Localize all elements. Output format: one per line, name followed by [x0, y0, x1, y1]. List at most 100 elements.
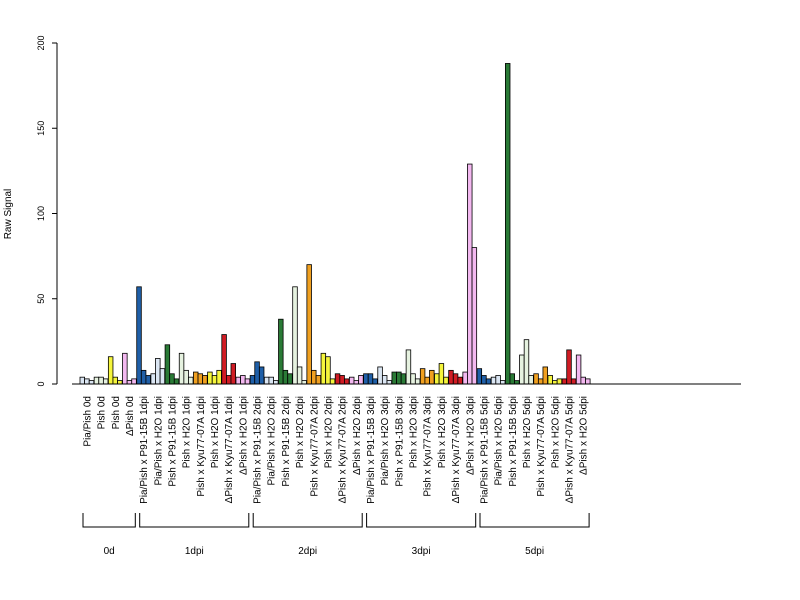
bar: [353, 380, 360, 385]
bar: [235, 376, 241, 385]
bar: [311, 369, 317, 385]
bar: [207, 371, 213, 385]
bar-group: [93, 376, 109, 385]
bar-group: [575, 354, 591, 385]
bar: [585, 378, 591, 385]
bar: [301, 380, 307, 385]
bar: [84, 378, 90, 385]
bar: [381, 375, 388, 385]
bar: [254, 361, 260, 385]
bar: [519, 354, 525, 385]
bar: [349, 376, 355, 385]
x-tick-label: Pish x Kyu77-07A 5dpi: [536, 396, 547, 497]
bar: [419, 368, 426, 385]
x-tick-label: Pish x H2O 2dpi: [323, 396, 334, 468]
bar: [358, 375, 364, 385]
bar-group: [235, 375, 251, 385]
bar: [570, 378, 577, 385]
bar: [188, 376, 194, 385]
x-tick-label: Pia/Pish x H2O 3dpi: [380, 396, 391, 486]
bar: [438, 363, 445, 385]
bar: [225, 375, 232, 385]
bar: [155, 358, 161, 385]
bar-group: [164, 344, 180, 385]
bar: [107, 356, 114, 385]
bar: [566, 349, 572, 385]
bar: [244, 378, 251, 385]
bar: [490, 376, 497, 385]
y-tick-label: 200: [36, 35, 46, 50]
bar: [79, 376, 85, 385]
bar-group: [320, 352, 336, 385]
bar: [140, 369, 147, 385]
bar: [367, 373, 374, 385]
x-tick-label: ΔPish x Kyu77-07A 3dpi: [451, 396, 462, 503]
bar: [193, 371, 199, 385]
bar: [462, 371, 468, 385]
bar: [263, 376, 270, 385]
group-label: 2dpi: [298, 546, 317, 557]
bar-group: [547, 375, 563, 385]
bar: [88, 380, 95, 385]
x-tick-label: ΔPish x Kyu77-07A 2dpi: [338, 396, 349, 503]
x-tick-label: Pish x P91-15B 1dpi: [167, 396, 178, 487]
bar: [495, 375, 501, 385]
bar-group: [207, 369, 222, 385]
bar-group: [476, 368, 492, 385]
bar: [476, 368, 483, 385]
bar: [580, 376, 586, 385]
group-bracket: 5dpi: [479, 513, 590, 557]
bar: [504, 63, 511, 385]
bar: [339, 375, 345, 385]
bar: [556, 378, 563, 385]
bar-group: [334, 373, 350, 385]
bar: [575, 354, 582, 385]
bar: [500, 380, 506, 385]
x-tick-label: Pish x H2O 3dpi: [409, 396, 420, 468]
x-tick-label: Pish x H2O 1dpi: [182, 396, 193, 468]
bracket-line: [139, 513, 250, 528]
category-labels: Pia/Pish 0d Pish 0d Pish 0d ΔPish 0d Pia/Pis…: [82, 396, 589, 504]
bracket-line: [479, 513, 590, 528]
bar: [131, 378, 137, 385]
x-tick-label: ΔPish x H2O 3dpi: [465, 396, 476, 475]
bar: [145, 375, 151, 385]
bar: [278, 318, 284, 385]
bar: [216, 369, 222, 385]
bar-group: [504, 63, 520, 385]
bar: [320, 352, 327, 385]
bar: [102, 378, 109, 385]
bar-group: [561, 349, 577, 385]
bar: [150, 373, 156, 385]
bar-group: [193, 371, 208, 385]
bar-group: [292, 286, 307, 385]
bar: [405, 349, 412, 385]
bar: [202, 375, 208, 385]
bracket-line: [366, 513, 477, 528]
x-tick-label: Pish x H2O 5dpi: [550, 396, 561, 468]
x-tick-label: Pish x Kyu77-07A 2dpi: [309, 396, 320, 497]
bar: [197, 373, 204, 385]
bar-group: [221, 334, 236, 385]
bracket-line: [252, 513, 363, 528]
y-axis-label: Raw Signal: [3, 189, 14, 240]
bar: [178, 352, 185, 385]
x-tick-label: ΔPish 0d: [125, 396, 136, 436]
x-tick-label: Pia/Pish x P91-15B 1dpi: [139, 396, 150, 504]
bar: [334, 373, 341, 385]
x-tick-label: Pish x P91-15B 5dpi: [508, 396, 519, 487]
bar: [400, 373, 407, 385]
bar-group: [405, 349, 421, 385]
bar: [344, 378, 350, 385]
bar: [249, 375, 256, 385]
bar: [136, 286, 142, 385]
bar-group: [391, 371, 407, 385]
x-tick-label: Pish x Kyu77-07A 3dpi: [423, 396, 434, 497]
bar: [509, 373, 515, 385]
bar: [457, 376, 463, 385]
bar: [122, 352, 128, 385]
group-label: 0d: [104, 546, 115, 557]
x-tick-label: ΔPish x Kyu77-07A 1dpi: [224, 396, 235, 503]
group-bracket: 0d: [82, 513, 136, 557]
